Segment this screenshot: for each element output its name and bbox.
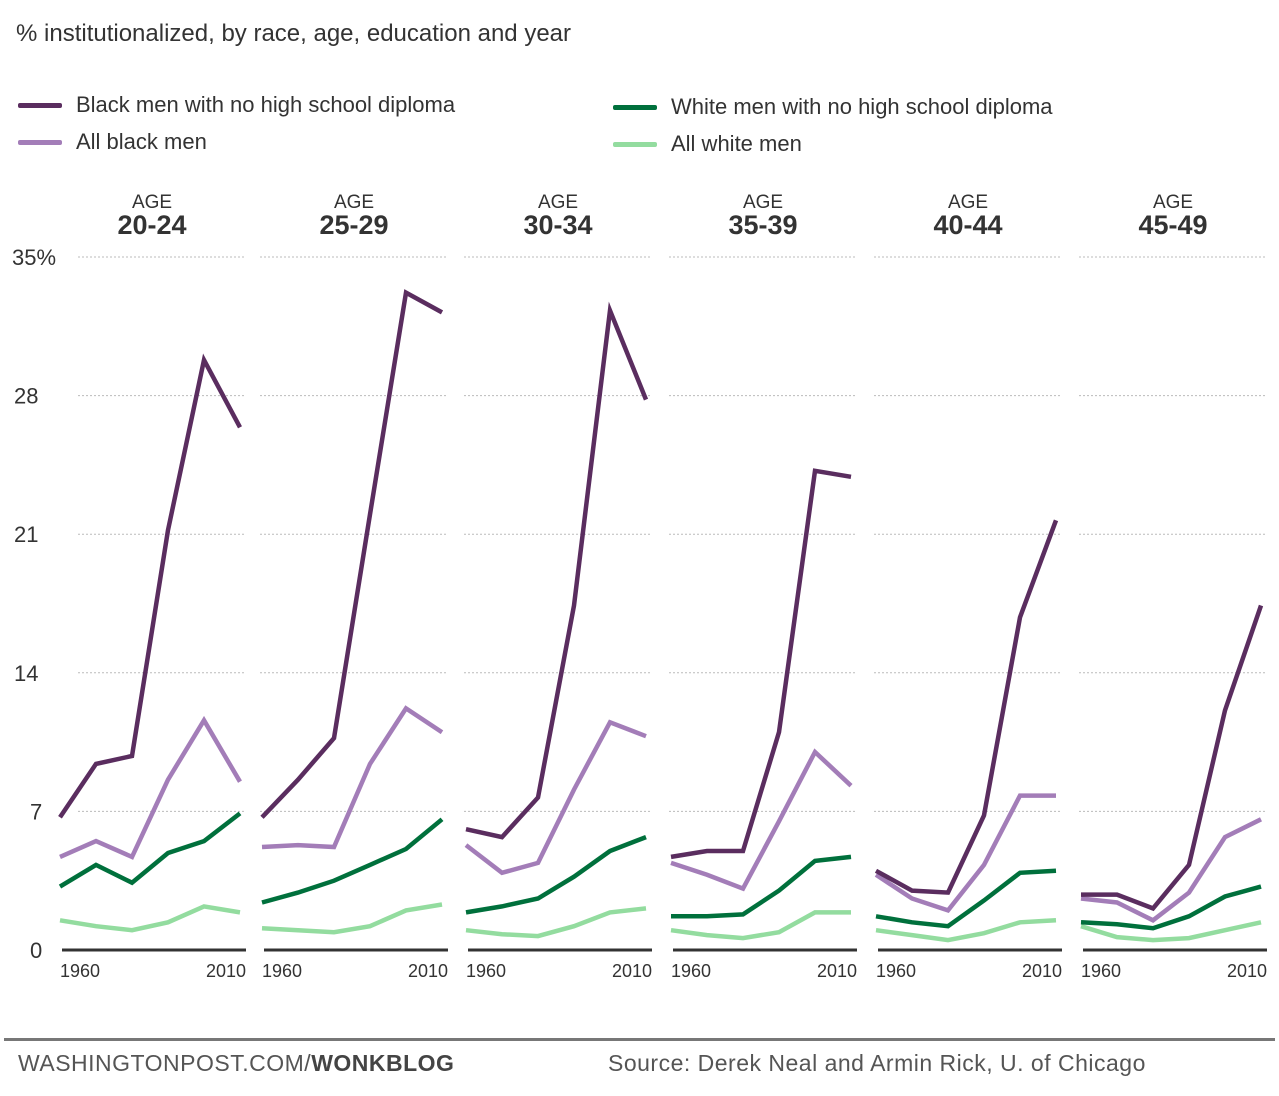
series-line-white-no-diploma xyxy=(465,835,647,915)
legend-item-all-black: All black men xyxy=(18,129,207,155)
series-line-black-no-diploma xyxy=(465,301,649,840)
panel-label-top: AGE xyxy=(334,192,374,213)
series-line-all-black xyxy=(1080,817,1262,923)
series-line-white-no-diploma xyxy=(261,817,444,905)
series-line-all-black xyxy=(261,705,444,850)
series-line-white-no-diploma xyxy=(875,868,1057,929)
series-line-white-no-diploma xyxy=(58,811,242,889)
series-line-all-black xyxy=(670,748,853,892)
x-tick-label: 1960 xyxy=(1081,961,1121,981)
legend-item-black-no-diploma: Black men with no high school diploma xyxy=(18,92,455,118)
series-line-black-no-diploma xyxy=(1081,604,1264,912)
series-line-all-white xyxy=(670,910,851,941)
x-tick-label: 1960 xyxy=(876,961,916,981)
series-line-all-white xyxy=(261,902,443,935)
x-tick-label: 1960 xyxy=(671,961,711,981)
series-line-black-no-diploma xyxy=(670,468,852,860)
footer-divider xyxy=(4,1038,1275,1041)
legend-item-white-no-diploma: White men with no high school diploma xyxy=(613,94,1053,120)
legend-swatch xyxy=(18,139,62,145)
x-tick-label: 1960 xyxy=(262,961,302,981)
panel-label-top: AGE xyxy=(538,192,578,213)
series-line-all-black xyxy=(59,715,242,860)
x-tick-label: 2010 xyxy=(206,961,246,981)
panel-label: 30-34 xyxy=(523,210,592,240)
x-tick-label: 1960 xyxy=(466,961,506,981)
y-tick-label: 21 xyxy=(14,522,38,547)
credit-bold: WONKBLOG xyxy=(311,1050,455,1076)
credit-prefix: WASHINGTONPOST.COM/ xyxy=(18,1050,312,1076)
panel-label-top: AGE xyxy=(948,192,988,213)
x-tick-label: 2010 xyxy=(1022,961,1062,981)
series-line-white-no-diploma xyxy=(1080,884,1262,931)
panel-label-top: AGE xyxy=(1153,192,1193,213)
legend-swatch xyxy=(613,141,657,147)
legend-swatch xyxy=(613,104,657,110)
series-line-black-no-diploma xyxy=(260,289,444,819)
panel-label: 40-44 xyxy=(933,210,1002,240)
legend-swatch xyxy=(18,102,62,108)
series-line-black-no-diploma xyxy=(58,353,242,819)
panel-label: 35-39 xyxy=(728,210,797,240)
y-tick-label: 28 xyxy=(14,384,38,409)
x-tick-label: 2010 xyxy=(817,961,857,981)
panel-label-top: AGE xyxy=(132,192,172,213)
chart-subtitle: % institutionalized, by race, age, educa… xyxy=(16,20,572,47)
panel-label: 20-24 xyxy=(117,210,186,240)
series-line-all-white xyxy=(465,906,647,939)
credit: WASHINGTONPOST.COM/WONKBLOG xyxy=(18,1050,454,1077)
legend-label: All white men xyxy=(671,131,802,156)
y-tick-label: 7 xyxy=(30,799,42,824)
panel-label: 45-49 xyxy=(1138,210,1207,240)
legend-label: Black men with no high school diploma xyxy=(76,92,456,117)
series-line-black-no-diploma xyxy=(874,519,1059,895)
panel-label: 25-29 xyxy=(319,210,388,240)
source-note: Source: Derek Neal and Armin Rick, U. of… xyxy=(608,1050,1146,1076)
x-tick-label: 2010 xyxy=(1227,961,1267,981)
panel-label-top: AGE xyxy=(743,192,783,213)
series-line-all-black xyxy=(464,719,647,876)
series-line-all-white xyxy=(875,918,1057,943)
series-line-white-no-diploma xyxy=(671,854,852,919)
x-tick-label: 2010 xyxy=(408,961,448,981)
x-tick-label: 2010 xyxy=(612,961,652,981)
legend-label: All black men xyxy=(76,129,207,154)
series-line-all-black xyxy=(874,793,1056,914)
series-line-all-white xyxy=(1080,920,1262,943)
y-tick-label: 0 xyxy=(30,938,42,963)
series-line-all-white xyxy=(59,904,241,933)
y-tick-label: 35% xyxy=(12,245,56,270)
legend-item-all-white: All white men xyxy=(613,131,802,157)
x-tick-label: 1960 xyxy=(60,961,100,981)
legend-label: White men with no high school diploma xyxy=(671,94,1053,119)
y-tick-label: 14 xyxy=(14,661,38,686)
